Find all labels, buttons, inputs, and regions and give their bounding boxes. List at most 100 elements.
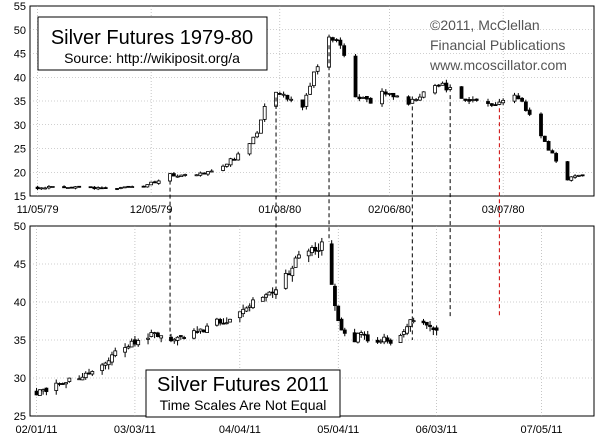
bottom-candle (293, 255, 298, 268)
top-candle (194, 174, 199, 177)
top-candle (198, 171, 203, 177)
bottom-candle (398, 333, 403, 343)
top-candle (149, 181, 154, 186)
top-candle (202, 172, 207, 175)
top-candle (448, 84, 453, 92)
bottom-candle (175, 336, 180, 346)
top-candle (459, 86, 464, 99)
credit-block: ©2011, McClellan Financial Publications … (429, 17, 567, 73)
top-candle (179, 174, 184, 178)
top-y-tick-label: 35 (14, 96, 26, 108)
top-title: Silver Futures 1979-80 (51, 27, 253, 49)
bottom-candle (316, 243, 321, 258)
top-candle (175, 174, 180, 178)
top-title-box: Silver Futures 1979-80 Source: http://wi… (37, 16, 268, 71)
bottom-title: Silver Futures 2011 (157, 374, 329, 396)
top-candle (497, 98, 502, 106)
top-candle (474, 98, 479, 102)
credit-line-3: www.mcoscillator.com (429, 57, 567, 73)
bottom-subtitle: Time Scales Are Not Equal (160, 397, 327, 413)
top-candle (387, 92, 392, 97)
top-candle (77, 185, 82, 188)
top-x-tick-label: 03/07/80 (482, 204, 525, 216)
top-candle (156, 179, 161, 185)
bottom-candle (64, 382, 68, 389)
top-candle (436, 83, 441, 88)
top-candle (546, 140, 551, 151)
top-y-tick-label: 30 (14, 120, 26, 132)
top-candle (311, 71, 316, 88)
bottom-title-box: Silver Futures 2011 Time Scales Are Not … (145, 369, 341, 418)
top-candle (115, 188, 119, 191)
top-candle (493, 102, 498, 107)
top-x-tick-label: 02/06/80 (368, 204, 411, 216)
bottom-y-tick-label: 35 (14, 335, 26, 347)
top-candle (383, 89, 388, 97)
top-candle (224, 163, 229, 168)
bottom-candle (192, 328, 196, 340)
top-candle (145, 184, 150, 188)
bottom-candle (146, 333, 150, 345)
top-y-tick-label: 20 (14, 167, 26, 179)
top-candle (395, 95, 400, 98)
bottom-candle (306, 248, 311, 263)
top-candle (334, 38, 339, 43)
bottom-y-tick-label: 30 (14, 373, 26, 385)
bottom-y-tick-label: 25 (14, 411, 26, 423)
top-candle (501, 98, 506, 106)
top-candle (251, 136, 256, 145)
top-candle (444, 79, 449, 93)
bottom-candle (388, 338, 393, 346)
bottom-candle (100, 362, 105, 375)
top-candle (300, 99, 305, 111)
top-candle (550, 149, 555, 154)
top-x-tick-label: 11/05/79 (17, 204, 59, 216)
top-candle (338, 37, 343, 49)
top-candle (470, 96, 475, 103)
top-candle (414, 98, 418, 102)
bottom-candle (215, 317, 219, 327)
bottom-candle (136, 338, 141, 347)
top-candle (440, 81, 445, 86)
top-candle (130, 185, 135, 188)
credit-line-1: ©2011, McClellan (430, 17, 540, 33)
top-candle (65, 187, 70, 189)
top-candle (580, 174, 585, 177)
bottom-candle (90, 370, 95, 377)
bottom-x-tick-label: 03/03/11 (114, 424, 156, 436)
bottom-candle (67, 377, 72, 383)
bottom-candle (333, 283, 337, 311)
top-candle (542, 135, 547, 142)
bottom-candle (149, 329, 154, 338)
bottom-candle (80, 373, 85, 381)
top-candle (118, 186, 123, 190)
bottom-candle (385, 335, 390, 344)
bottom-candle (319, 237, 324, 256)
top-candle (281, 91, 286, 98)
top-candle (39, 187, 44, 190)
top-candle (539, 112, 543, 139)
top-candle (421, 91, 426, 99)
bottom-candle (260, 296, 265, 302)
top-candle (92, 186, 97, 190)
bottom-candles (34, 237, 439, 396)
top-candle (262, 103, 267, 122)
bottom-candle (244, 306, 249, 313)
top-candle (361, 96, 366, 99)
top-candle (417, 93, 422, 101)
top-candle (368, 97, 373, 104)
credit-line-2: Financial Publications (430, 37, 565, 53)
top-chart-1979-80: 15 20 25 30 35 40 45 50 55 11/05/79 12/05/79 01/08… (14, 1, 595, 216)
bottom-x-tick-label: 05/04/11 (317, 424, 359, 436)
bottom-x-tick-label: 02/01/11 (16, 424, 58, 436)
top-candle (342, 43, 347, 58)
top-candle (406, 95, 411, 106)
bottom-candle (264, 292, 268, 302)
top-candle (565, 161, 570, 181)
date-connectors (169, 45, 500, 341)
bottom-candle (37, 389, 42, 396)
bottom-chart-2011: 25 30 35 40 45 50 02/01/11 03/03/11 04/04/11 05/… (14, 221, 595, 436)
bottom-candle (54, 379, 59, 395)
bottom-candle (296, 250, 301, 259)
